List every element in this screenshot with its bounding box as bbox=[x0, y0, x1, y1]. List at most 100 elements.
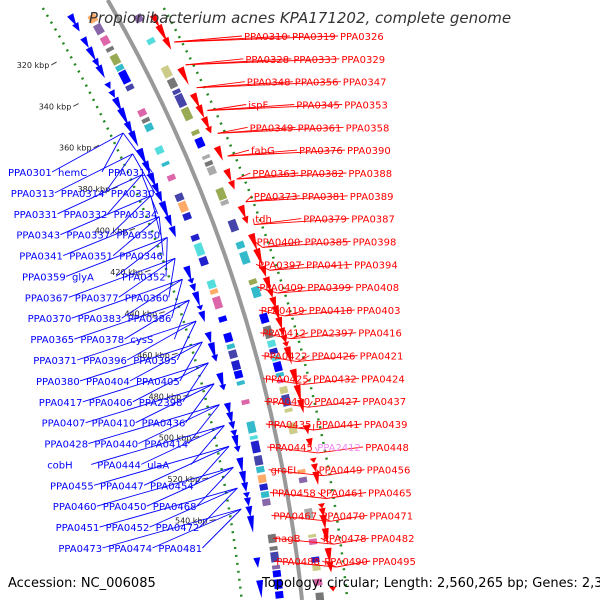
gene-arrow bbox=[149, 13, 160, 28]
label-connector bbox=[260, 332, 292, 340]
feature-block bbox=[272, 569, 282, 578]
gene-label: PPA0456 bbox=[367, 466, 411, 477]
label-connector bbox=[258, 309, 285, 317]
gene-arrow bbox=[91, 57, 100, 68]
label-connector bbox=[96, 466, 234, 507]
gene-label: PPA0410 bbox=[92, 419, 136, 430]
gene-label: PPA0406 bbox=[89, 398, 133, 409]
backbone-arcs bbox=[41, 0, 349, 600]
gene-arrow bbox=[189, 92, 200, 109]
gene-label: PPA0478 bbox=[323, 534, 367, 545]
gene-label: PPA0381 bbox=[302, 192, 346, 203]
feature-block bbox=[272, 361, 283, 373]
reverse-feature-track bbox=[87, 13, 284, 599]
label-connector bbox=[262, 240, 303, 248]
gene-label: PPA0334 bbox=[114, 210, 158, 221]
feature-block bbox=[260, 490, 270, 499]
gene-label: PPA0311 bbox=[108, 168, 152, 179]
feature-block bbox=[259, 312, 270, 324]
gene-label: PPA0470 bbox=[321, 511, 365, 522]
gene-label: PPA0495 bbox=[372, 557, 416, 568]
label-connector bbox=[202, 508, 242, 549]
gene-label: PPA0474 bbox=[108, 544, 152, 555]
feature-block bbox=[271, 564, 281, 570]
gene-arrow bbox=[196, 304, 203, 311]
gene-arrow bbox=[305, 437, 313, 448]
label-connector bbox=[118, 257, 176, 298]
feature-block bbox=[177, 200, 189, 213]
gene-label: groEL bbox=[271, 466, 300, 477]
feature-block bbox=[218, 315, 228, 323]
label-connector bbox=[101, 132, 124, 173]
tick-mark bbox=[73, 103, 79, 107]
gene-label: PPA0333 bbox=[293, 55, 337, 66]
label-connector bbox=[99, 487, 238, 528]
gene-label: PPA0407 bbox=[42, 419, 86, 430]
feature-block bbox=[236, 379, 246, 386]
gene-arrow bbox=[164, 214, 172, 228]
gene-arrow bbox=[183, 265, 192, 282]
gene-label: PPA0447 bbox=[100, 481, 144, 492]
genome-backbone bbox=[105, 0, 304, 600]
feature-block bbox=[223, 332, 234, 343]
gene-label: cobH bbox=[47, 460, 72, 471]
feature-block bbox=[198, 255, 209, 267]
label-connector bbox=[217, 126, 344, 134]
tick-mark bbox=[129, 227, 136, 232]
accession-text: Accession: NC_006085 bbox=[8, 576, 156, 591]
gene-label: PPA0350 bbox=[116, 231, 160, 242]
gene-label: PPA0373 bbox=[254, 192, 298, 203]
gene-label: PPA0389 bbox=[350, 192, 394, 203]
feature-block bbox=[180, 106, 194, 122]
gene-label: PPA0424 bbox=[361, 374, 405, 385]
feature-block bbox=[172, 88, 182, 96]
gene-arrow bbox=[227, 179, 235, 190]
label-connector bbox=[236, 172, 251, 180]
gene-arrow bbox=[238, 470, 246, 486]
gene-arrow bbox=[223, 402, 231, 415]
gene-label: PPA0445 bbox=[269, 443, 313, 454]
gene-label: PPA0313 bbox=[11, 189, 55, 200]
tick-mark bbox=[183, 394, 190, 397]
label-connector bbox=[297, 355, 358, 363]
gene-arrow bbox=[151, 182, 160, 195]
gene-arrow bbox=[198, 310, 205, 322]
feature-block bbox=[239, 250, 251, 265]
inner-dotted-ring bbox=[41, 7, 243, 600]
gene-arrow bbox=[111, 96, 122, 112]
gene-arrow bbox=[155, 23, 168, 43]
label-connector bbox=[322, 560, 337, 568]
gene-arrow bbox=[269, 296, 276, 309]
feature-block bbox=[141, 116, 151, 124]
gene-label: PPA0395 bbox=[133, 356, 177, 367]
label-connector bbox=[79, 341, 203, 382]
label-connector bbox=[227, 149, 250, 157]
feature-block bbox=[257, 474, 267, 484]
label-connector bbox=[124, 299, 190, 340]
tick-mark bbox=[158, 311, 165, 314]
label-connector bbox=[165, 237, 168, 277]
gene-label: PPA0385 bbox=[305, 237, 349, 248]
label-connector bbox=[245, 195, 253, 203]
label-connector bbox=[63, 216, 160, 257]
label-connector bbox=[326, 492, 367, 499]
feature-block bbox=[250, 440, 261, 454]
gene-arrow bbox=[211, 354, 218, 362]
topology-text: Topology: circular; Length: 2,560,265 bp… bbox=[261, 576, 600, 591]
feature-block bbox=[235, 240, 246, 250]
gene-label: PPA0472 bbox=[156, 523, 200, 534]
feature-block bbox=[311, 556, 320, 564]
label-connector bbox=[290, 332, 309, 340]
feature-block bbox=[174, 192, 185, 203]
label-connector bbox=[188, 404, 220, 444]
feature-tracks bbox=[67, 13, 337, 600]
gene-label: PPA0419 bbox=[261, 306, 305, 317]
gene-arrow bbox=[205, 125, 212, 134]
feature-block bbox=[308, 538, 318, 546]
label-connector bbox=[245, 195, 300, 203]
label-connector bbox=[320, 537, 334, 545]
feature-block bbox=[304, 507, 314, 520]
gene-arrow bbox=[177, 66, 189, 86]
tick-label: 400 kbp bbox=[95, 227, 128, 236]
